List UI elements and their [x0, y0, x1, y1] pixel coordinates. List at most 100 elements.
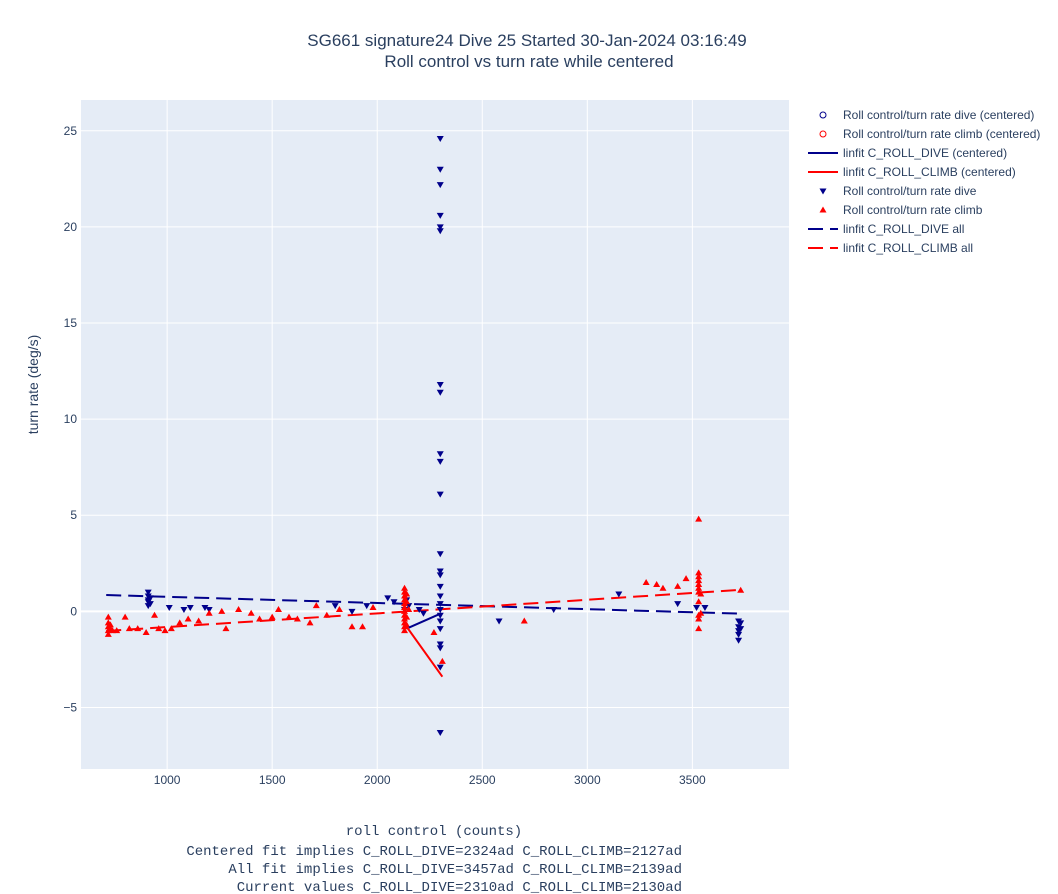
data-point	[184, 615, 192, 622]
x-tick-label: 3000	[574, 773, 601, 787]
data-point	[146, 601, 154, 608]
data-point	[403, 613, 411, 620]
series-line	[106, 594, 741, 615]
data-point	[144, 589, 152, 596]
chart-subtitle: Roll control vs turn rate while centered	[384, 52, 673, 71]
data-point	[401, 584, 409, 591]
data-point	[697, 590, 705, 597]
data-point	[401, 607, 409, 614]
y-axis-ticks: −5 0 5 10 15 20 25	[63, 124, 77, 715]
data-point	[142, 629, 150, 636]
x-axis-title: roll control (counts)	[346, 824, 522, 840]
data-point	[615, 591, 623, 598]
data-point	[436, 228, 444, 235]
series-7	[106, 588, 741, 632]
data-point	[401, 627, 409, 634]
data-point	[104, 613, 112, 620]
data-point	[247, 609, 255, 616]
legend-item: Roll control/turn rate dive	[819, 184, 977, 198]
legend-item: linfit C_ROLL_DIVE (centered)	[808, 146, 1007, 160]
x-tick-label: 2000	[364, 773, 391, 787]
legend-item: linfit C_ROLL_CLIMB all	[808, 241, 973, 255]
data-point	[403, 598, 411, 605]
data-point	[363, 603, 371, 610]
legend-swatch	[819, 188, 827, 195]
data-point	[293, 615, 301, 622]
data-point	[151, 611, 159, 618]
data-point	[436, 389, 444, 396]
y-tick-label: 20	[64, 220, 78, 234]
data-point	[436, 618, 444, 625]
y-tick-label: 25	[64, 124, 78, 138]
data-point	[312, 602, 320, 609]
data-point	[436, 166, 444, 173]
legend-swatch	[819, 130, 827, 138]
data-point	[436, 626, 444, 633]
data-point	[430, 629, 438, 636]
y-tick-label: 15	[64, 316, 78, 330]
legend-label: Roll control/turn rate climb	[843, 203, 983, 217]
legend-label: linfit C_ROLL_CLIMB all	[843, 241, 973, 255]
data-point	[384, 595, 392, 602]
data-point	[146, 595, 154, 602]
data-point	[323, 611, 331, 618]
data-point	[436, 212, 444, 219]
data-point	[695, 584, 703, 591]
data-point	[205, 609, 213, 616]
x-axis-ticks: 1000 1500 2000 2500 3000 3500	[154, 773, 706, 787]
series-line	[408, 612, 442, 629]
y-tick-label: 5	[70, 508, 77, 522]
data-point	[735, 631, 743, 638]
data-point	[695, 569, 703, 576]
data-point	[436, 641, 444, 648]
data-point	[121, 613, 129, 620]
legend-label: Roll control/turn rate dive	[843, 184, 977, 198]
data-point	[436, 572, 444, 579]
data-point	[436, 491, 444, 498]
data-point	[401, 604, 409, 611]
data-point	[697, 609, 705, 616]
legend-swatch	[819, 111, 827, 119]
data-point	[176, 619, 184, 626]
data-point	[134, 625, 142, 632]
data-point	[701, 605, 709, 612]
data-point	[167, 625, 175, 632]
data-point	[235, 605, 243, 612]
data-point	[218, 607, 226, 614]
data-point	[436, 729, 444, 736]
series-2	[408, 612, 442, 629]
data-point	[735, 637, 743, 644]
data-point	[186, 605, 194, 612]
data-point	[436, 593, 444, 600]
note-all-fit: All fit implies C_ROLL_DIVE=3457ad C_ROL…	[228, 862, 682, 878]
data-point	[737, 626, 745, 633]
series-5	[104, 515, 745, 664]
data-point	[737, 586, 745, 593]
x-tick-label: 1000	[154, 773, 181, 787]
data-point	[436, 551, 444, 558]
data-point	[419, 610, 427, 617]
note-current-values: Current values C_ROLL_DIVE=2310ad C_ROLL…	[237, 880, 682, 894]
chart-title: SG661 signature24 Dive 25 Started 30-Jan…	[307, 31, 746, 50]
legend-label: linfit C_ROLL_DIVE all	[843, 222, 964, 236]
data-point	[695, 615, 703, 622]
data-point	[268, 613, 276, 620]
data-point	[125, 625, 133, 632]
x-tick-label: 2500	[469, 773, 496, 787]
data-point	[682, 575, 690, 582]
data-point	[436, 583, 444, 590]
data-point	[674, 601, 682, 608]
data-point	[695, 625, 703, 632]
data-point	[195, 617, 203, 624]
legend-item: linfit C_ROLL_DIVE all	[808, 222, 964, 236]
data-point	[695, 598, 703, 605]
data-point	[436, 458, 444, 465]
data-point	[104, 630, 112, 637]
data-point	[436, 664, 444, 671]
grid-lines	[81, 100, 789, 769]
data-point	[693, 605, 701, 612]
legend-swatch	[819, 206, 827, 213]
data-point	[403, 621, 411, 628]
legend-item: Roll control/turn rate dive (centered)	[819, 108, 1034, 122]
data-point	[180, 606, 188, 613]
